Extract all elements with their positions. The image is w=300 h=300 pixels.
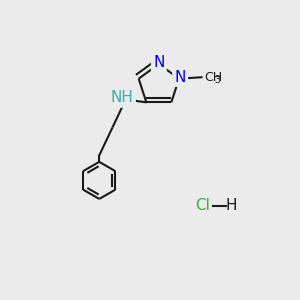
Text: N: N (175, 70, 186, 85)
Text: NH: NH (111, 91, 134, 106)
Text: 3: 3 (214, 75, 221, 85)
Text: H: H (225, 198, 237, 213)
Text: CH: CH (204, 71, 222, 84)
Text: Cl: Cl (196, 198, 210, 213)
Text: N: N (153, 55, 164, 70)
